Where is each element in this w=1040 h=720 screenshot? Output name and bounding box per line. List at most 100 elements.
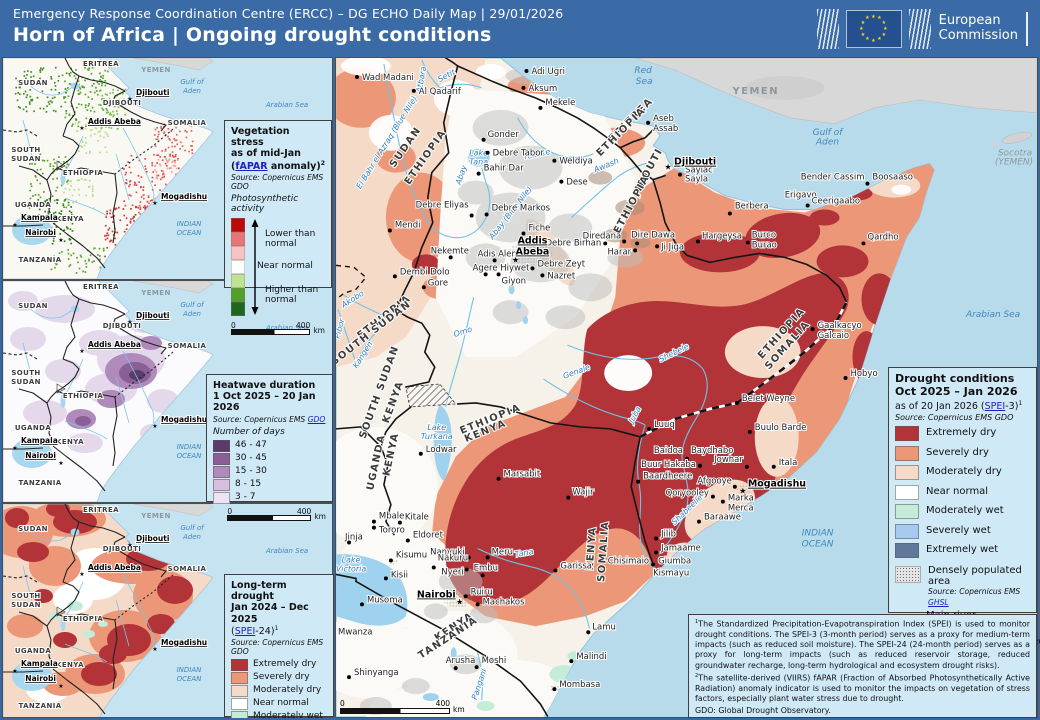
- speckle: [52, 168, 55, 170]
- speckle: [83, 86, 85, 89]
- legend-class-row: Moderately dry: [231, 685, 327, 698]
- speckle: [128, 185, 130, 188]
- city-label: Jowhar: [713, 454, 743, 464]
- capital-star-icon: ★: [152, 200, 157, 207]
- city-dot: [540, 273, 545, 278]
- speckle: [164, 162, 167, 165]
- class-swatch: [895, 543, 919, 559]
- speckle: [17, 92, 19, 94]
- city-dot: [771, 464, 776, 469]
- speckle: [105, 151, 108, 154]
- gdo-link[interactable]: GDO: [307, 414, 326, 424]
- fapar-link[interactable]: fAPAR: [235, 160, 268, 172]
- ramp-color-cell: [231, 217, 245, 232]
- speckle: [23, 75, 26, 77]
- city-label: Nanyuki: [430, 546, 465, 556]
- city-label: Nyeri: [441, 566, 463, 576]
- speckle: [139, 201, 142, 203]
- speckle: [95, 124, 98, 126]
- country-label: YEMEN: [732, 86, 780, 97]
- city-label: Eldoret: [413, 530, 444, 540]
- speckle: [50, 76, 52, 78]
- ghsl-link[interactable]: GHSL: [928, 597, 949, 607]
- speckle: [130, 194, 132, 197]
- speckle: [109, 120, 111, 123]
- speckle: [144, 208, 146, 210]
- city-label: Malindi: [576, 651, 606, 661]
- speckle: [65, 112, 68, 115]
- speckle: [102, 109, 105, 111]
- speckle: [140, 186, 142, 188]
- city-label: Buulo Barde: [755, 422, 807, 432]
- city-label: Machakos: [483, 596, 525, 606]
- speckle: [167, 135, 169, 138]
- speckle: [91, 85, 94, 87]
- speckle: [177, 157, 179, 160]
- legend-class-row: 15 - 30: [213, 465, 326, 478]
- speckle: [51, 195, 54, 197]
- speckle: [66, 87, 69, 89]
- class-label: 8 - 15: [235, 479, 262, 490]
- city-label: Chisimaio: [608, 555, 649, 565]
- speckle: [91, 185, 94, 188]
- speckle: [63, 97, 65, 100]
- speckle: [41, 159, 44, 162]
- speckle: [31, 98, 34, 101]
- speckle: [91, 261, 94, 263]
- speckle: [123, 200, 125, 202]
- legend-class-row: Near normal: [895, 484, 1030, 501]
- speckle: [17, 106, 20, 108]
- speckle: [15, 77, 17, 80]
- speckle: [168, 138, 170, 140]
- speckle: [134, 214, 137, 216]
- speckle: [30, 99, 32, 101]
- city-dot: [552, 158, 557, 163]
- speckle: [143, 204, 146, 207]
- speckle: [70, 211, 73, 214]
- speckle: [123, 214, 126, 217]
- speckle: [164, 148, 167, 151]
- speckle: [154, 169, 156, 171]
- class-label: 30 - 45: [235, 453, 267, 464]
- speckle: [172, 156, 175, 158]
- speckle: [58, 75, 60, 78]
- speckle: [84, 137, 87, 139]
- city-label: Galcaio: [818, 330, 850, 340]
- sea-label: Socotra: [998, 149, 1032, 159]
- city-label: Lodwar: [426, 444, 457, 454]
- capital-star-icon: ★: [739, 487, 746, 496]
- speckle: [190, 125, 193, 127]
- capital-star-icon: ★: [79, 348, 84, 355]
- footnote-1: 1The Standardized Precipitation-Evapotra…: [695, 619, 1030, 670]
- class-swatch: [231, 672, 248, 685]
- speckle: [34, 201, 37, 204]
- city-dot: [646, 120, 651, 125]
- speckle: [160, 170, 163, 172]
- speckle: [167, 122, 169, 125]
- speckle: [128, 166, 131, 169]
- speckle: [130, 218, 132, 221]
- speckle: [123, 100, 126, 103]
- speckle: [102, 100, 105, 103]
- speckle: [165, 158, 167, 160]
- capital-label: Djibouti: [136, 534, 169, 543]
- speckle: [110, 127, 113, 129]
- class-swatch: [213, 439, 230, 452]
- speckle: [68, 73, 71, 75]
- spei3-link[interactable]: SPEI: [984, 401, 1006, 413]
- class-label: Extremely wet: [926, 544, 999, 556]
- legend-class-row: Near normal: [231, 698, 327, 711]
- speckle: [83, 178, 86, 181]
- city-label: Berbera: [735, 201, 769, 211]
- speckle: [68, 238, 71, 241]
- speckle: [36, 203, 39, 206]
- spei24-link[interactable]: SPEI: [234, 625, 256, 637]
- speckle: [144, 158, 147, 160]
- country-label: SOMALIA: [168, 119, 207, 127]
- speckle: [108, 104, 111, 107]
- speckle: [139, 213, 142, 215]
- capital-star-icon: ★: [127, 96, 132, 103]
- speckle: [37, 194, 40, 196]
- speckle: [169, 138, 171, 141]
- speckle: [137, 207, 140, 209]
